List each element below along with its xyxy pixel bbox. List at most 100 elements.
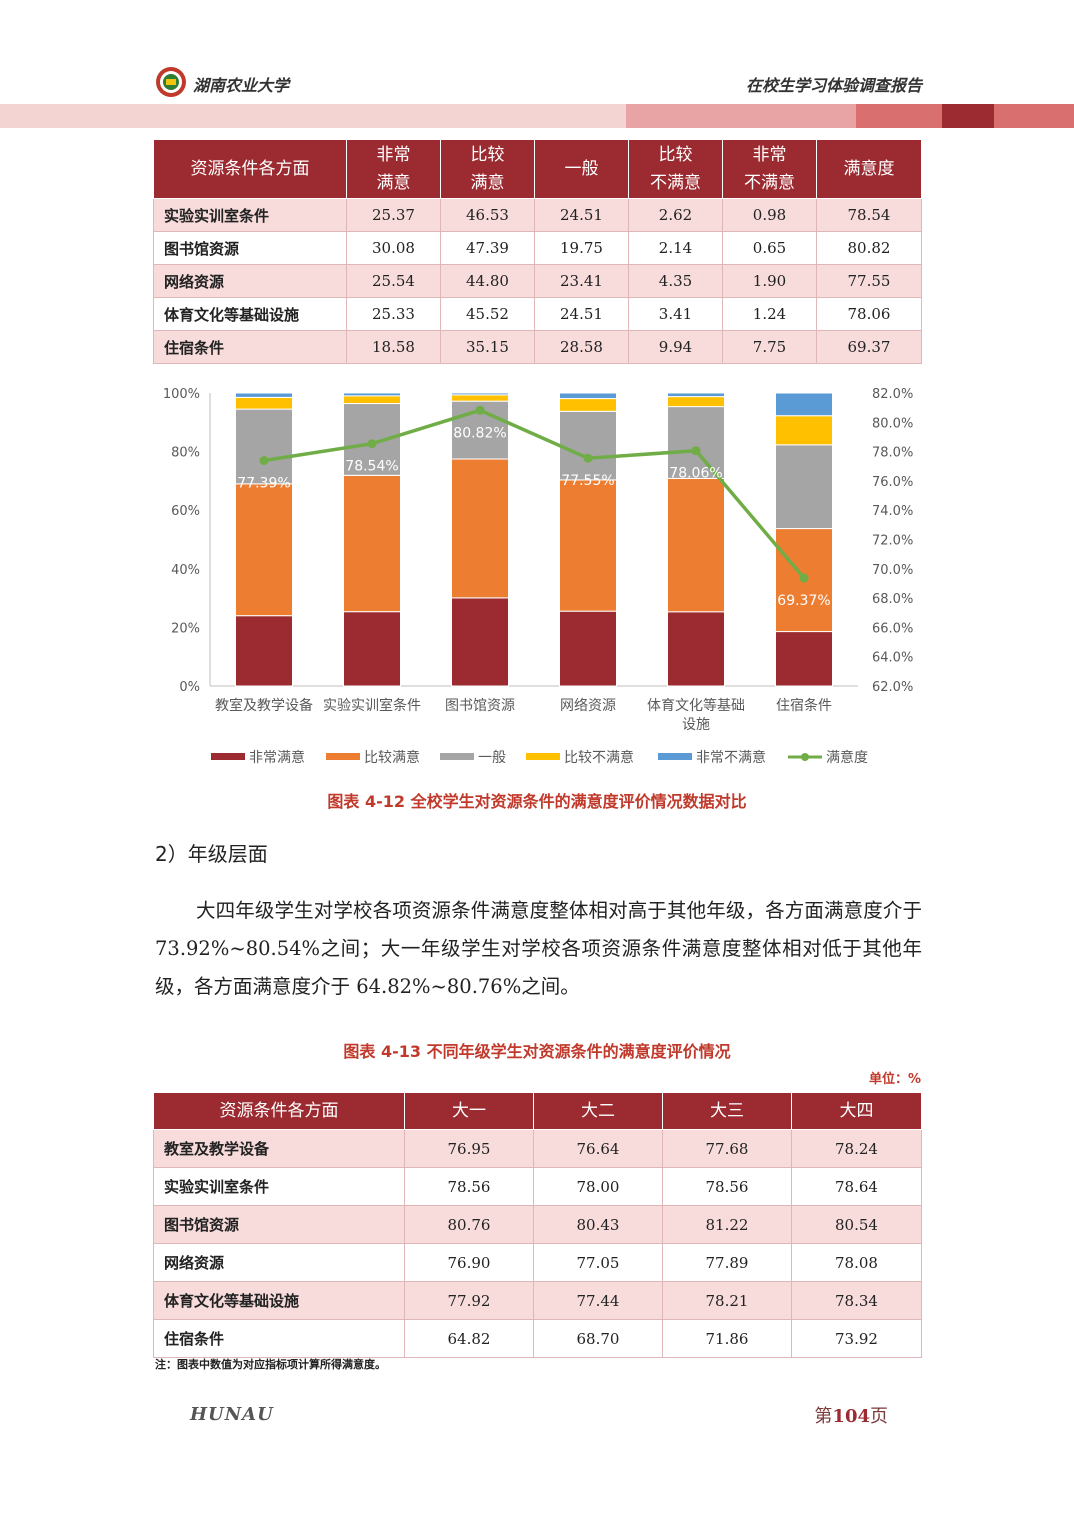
table-row: 住宿条件 64.82 68.70 71.86 73.92	[153, 1319, 922, 1358]
row-label: 图书馆资源	[153, 231, 347, 265]
table-row: 图书馆资源 80.76 80.43 81.22 80.54	[153, 1205, 922, 1244]
table-cell: 45.52	[440, 297, 535, 331]
table-cell: 46.53	[440, 198, 535, 232]
data-label: 78.06%	[669, 466, 722, 482]
y-right-tick-label: 74.0%	[872, 504, 913, 519]
x-tick-label: 教室及教学设备	[215, 697, 313, 714]
table-cell: 78.24	[791, 1129, 922, 1168]
section-heading: 2）年级层面	[155, 842, 268, 866]
column-header-text: 比较	[658, 145, 693, 165]
table-cell: 77.92	[404, 1281, 534, 1320]
satisfaction-point	[583, 453, 593, 463]
bar-segment	[343, 611, 401, 687]
legend-label: 非常满意	[249, 749, 305, 766]
table-row: 体育文化等基础设施 25.33 45.52 24.51 3.41 1.24 78.06	[153, 297, 922, 331]
bar-segment	[451, 392, 509, 396]
table-cell: 24.51	[534, 297, 629, 331]
column-header-text: 大一	[452, 1101, 486, 1121]
legend-swatch	[326, 753, 360, 760]
table-row: 网络资源 25.54 44.80 23.41 4.35 1.90 77.55	[153, 264, 922, 298]
table-cell: 9.94	[628, 330, 723, 364]
row-label: 住宿条件	[153, 1319, 405, 1358]
grade-satisfaction-table: 资源条件各方面 大一 大二 大三 大四 教室及教学设备 76.95 76.64 77.68 78…	[153, 1092, 922, 1358]
legend-label: 一般	[478, 750, 506, 766]
y-right-tick-label: 62.0%	[872, 680, 913, 695]
bar-segment	[235, 615, 293, 687]
table-cell: 4.35	[628, 264, 723, 298]
column-header-text: 满意度	[843, 159, 895, 179]
table-cell: 78.64	[791, 1167, 922, 1206]
column-header: 满意度	[816, 139, 922, 199]
column-header-text: 不满意	[650, 173, 701, 193]
row-label: 教室及教学设备	[153, 1129, 405, 1168]
table-header-row: 资源条件各方面 大一 大二 大三 大四	[153, 1092, 922, 1130]
column-header: 比较 不满意	[628, 139, 723, 199]
table-cell: 78.21	[662, 1281, 792, 1320]
y-right-tick-label: 80.0%	[872, 416, 913, 431]
bar-segment	[667, 392, 725, 398]
table-cell: 69.37	[816, 330, 922, 364]
column-header: 比较 满意	[440, 139, 535, 199]
satisfaction-point	[475, 405, 485, 415]
legend-swatch	[526, 753, 560, 760]
column-header-text: 大二	[581, 1101, 615, 1121]
row-label: 实验实训室条件	[153, 1167, 405, 1206]
table-header-row: 资源条件各方面 非常 满意 比较 满意 一般 比较 不满意 非常 不满意 满意度	[153, 139, 922, 199]
column-header-text: 满意	[376, 173, 411, 193]
satisfaction-line	[263, 408, 806, 580]
legend-label: 满意度	[826, 749, 868, 766]
legend-label: 非常不满意	[696, 749, 766, 766]
y-left-tick-label: 100%	[163, 387, 200, 402]
footer-brand: HUNAU	[190, 1404, 274, 1425]
x-tick-label: 图书馆资源	[445, 698, 515, 714]
y-right-tick-label: 78.0%	[872, 446, 913, 461]
table-cell: 76.64	[533, 1129, 663, 1168]
table-cell: 30.08	[346, 231, 441, 265]
satisfaction-point	[799, 573, 809, 583]
row-label: 住宿条件	[153, 330, 347, 364]
table-cell: 44.80	[440, 264, 535, 298]
column-header: 一般	[534, 139, 629, 199]
table-cell: 76.90	[404, 1243, 534, 1282]
table-cell: 80.76	[404, 1205, 534, 1244]
bar-segment	[667, 477, 725, 613]
row-label: 网络资源	[153, 1243, 405, 1282]
table-row: 图书馆资源 30.08 47.39 19.75 2.14 0.65 80.82	[153, 231, 922, 265]
column-header-text: 资源条件各方面	[190, 159, 310, 179]
table-cell: 25.33	[346, 297, 441, 331]
y-right-tick-label: 82.0%	[872, 387, 913, 402]
bar-segment	[235, 483, 293, 617]
bar-segment	[667, 396, 725, 408]
column-header-text: 非常	[752, 145, 787, 165]
page-number-value: 104	[832, 1406, 870, 1427]
table-cell: 78.08	[791, 1243, 922, 1282]
table-cell: 25.37	[346, 198, 441, 232]
row-label: 网络资源	[153, 264, 347, 298]
bar-segment	[775, 392, 833, 417]
table-cell: 73.92	[791, 1319, 922, 1358]
y-right-tick-label: 70.0%	[872, 563, 913, 578]
row-label: 图书馆资源	[153, 1205, 405, 1244]
x-tick-label: 设施	[682, 717, 710, 733]
bar-segment	[559, 610, 617, 687]
bar-segment	[343, 392, 401, 397]
table-row: 住宿条件 18.58 35.15 28.58 9.94 7.75 69.37	[153, 330, 922, 364]
row-label: 体育文化等基础设施	[153, 1281, 405, 1320]
bar-segment	[235, 392, 293, 398]
resource-satisfaction-table: 资源条件各方面 非常 满意 比较 满意 一般 比较 不满意 非常 不满意 满意度 实验实训室条件 25…	[153, 139, 922, 364]
table-caption: 图表 4-13 不同年级学生对资源条件的满意度评价情况	[343, 1042, 731, 1061]
page-suffix: 页	[870, 1406, 888, 1427]
bar-segment	[343, 474, 401, 613]
page-number: 第104页	[814, 1402, 888, 1428]
header-report-title: 在校生学习体验调查报告	[745, 76, 922, 95]
table-cell: 78.34	[791, 1281, 922, 1320]
legend-swatch	[440, 753, 474, 760]
column-header-text: 大四	[839, 1101, 874, 1121]
table-cell: 3.41	[628, 297, 723, 331]
table-cell: 18.58	[346, 330, 441, 364]
table-cell: 77.05	[533, 1243, 663, 1282]
bar-segment	[775, 444, 833, 530]
table-cell: 23.41	[534, 264, 629, 298]
table-row: 网络资源 76.90 77.05 77.89 78.08	[153, 1243, 922, 1282]
unit-label: 单位：%	[868, 1072, 921, 1087]
